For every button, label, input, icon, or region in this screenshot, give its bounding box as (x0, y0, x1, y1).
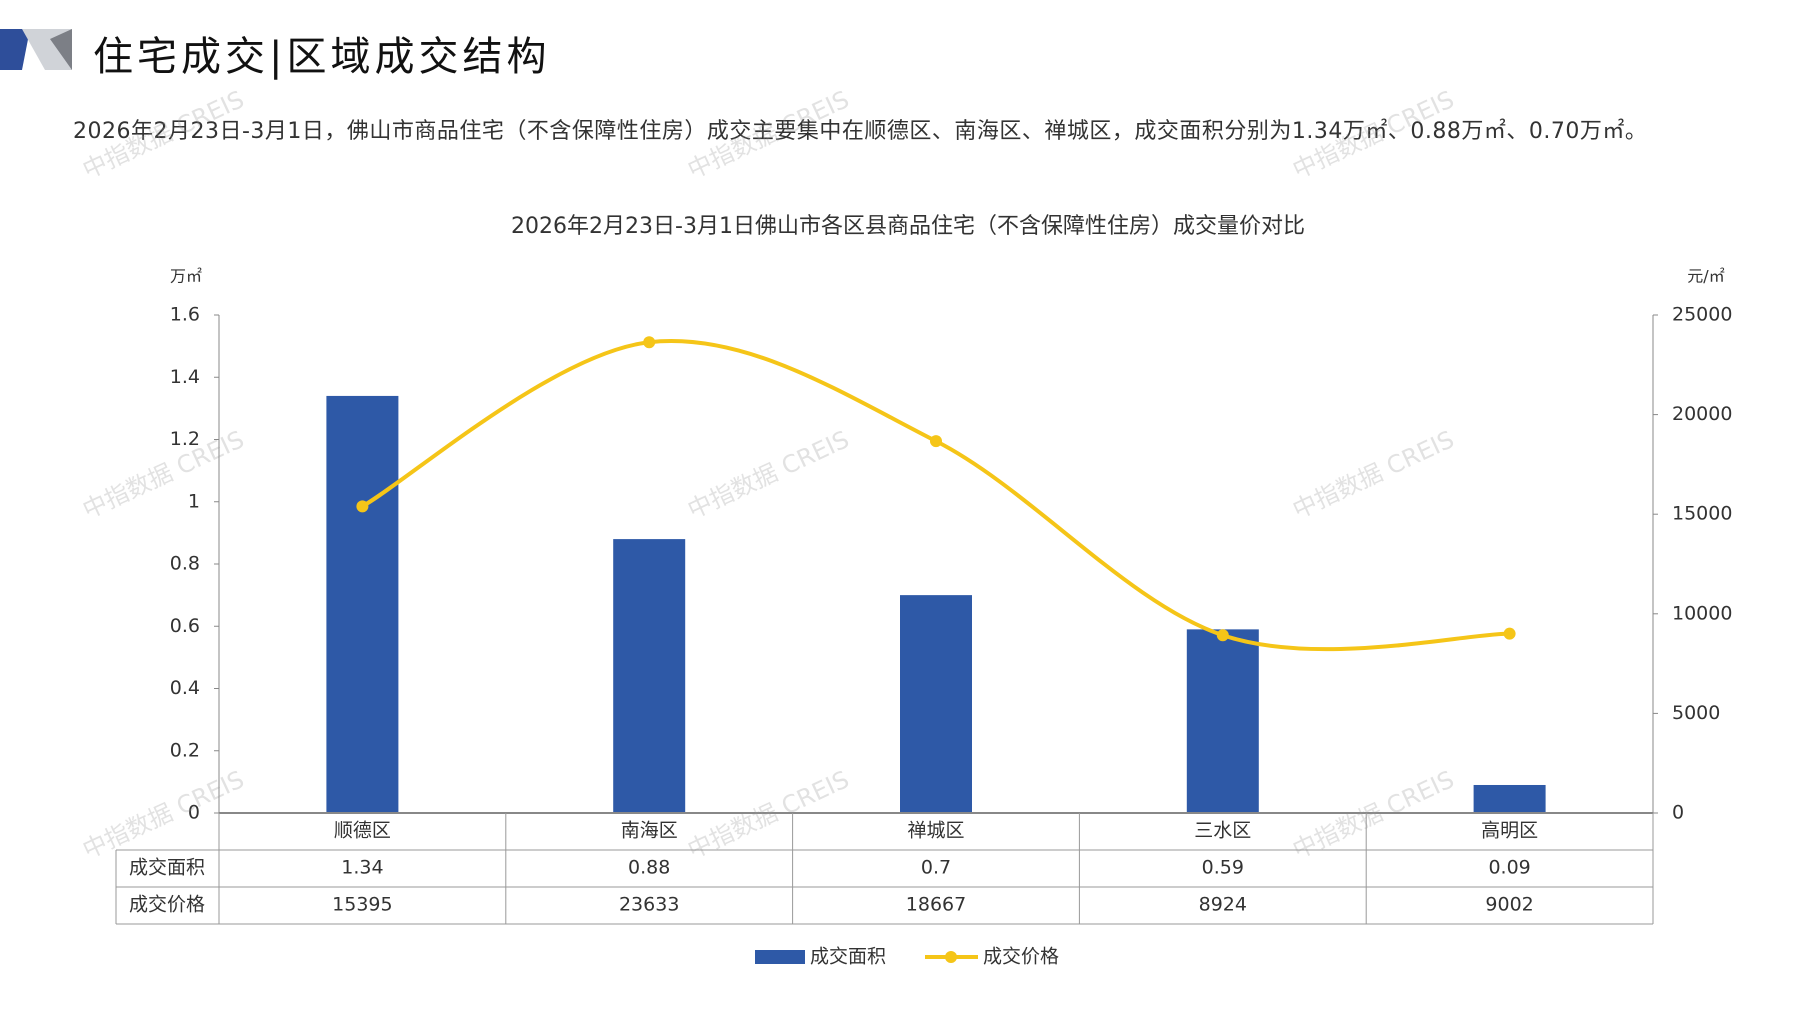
right-axis-label: 元/㎡ (1687, 267, 1724, 286)
chart-title: 2026年2月23日-3月1日佛山市各区县商品住宅（不含保障性住房）成交量价对比 (511, 214, 1305, 239)
price-point-南海区 (643, 336, 656, 349)
table-cell-price: 9002 (1485, 894, 1533, 916)
category-label: 南海区 (621, 820, 678, 842)
category-label: 禅城区 (907, 820, 964, 842)
legend-label-area: 成交面积 (810, 946, 886, 968)
right-tick-label: 10000 (1672, 602, 1732, 624)
left-tick-label: 1.6 (170, 304, 200, 326)
table-cell-area: 1.34 (341, 857, 383, 879)
table-cell-area: 0.09 (1488, 857, 1530, 879)
bar-禅城区 (900, 595, 972, 813)
table-cell-price: 15395 (332, 894, 392, 916)
legend-label-price: 成交价格 (983, 946, 1059, 968)
table-row-header: 成交价格 (129, 894, 205, 916)
left-axis-label: 万㎡ (170, 267, 202, 286)
bar-南海区 (613, 539, 686, 813)
left-tick-label: 0.8 (170, 553, 200, 575)
legend-swatch-area (755, 950, 805, 964)
left-tick-label: 1.2 (170, 428, 200, 450)
left-tick-label: 0.6 (170, 615, 200, 637)
legend-marker-price (945, 951, 957, 963)
category-label: 顺德区 (334, 820, 391, 842)
left-tick-label: 1.4 (170, 366, 200, 388)
right-tick-label: 25000 (1672, 304, 1732, 326)
price-point-禅城区 (930, 435, 942, 448)
bar-顺德区 (326, 395, 399, 813)
right-tick-label: 5000 (1672, 702, 1720, 724)
table-row-header: 成交面积 (129, 857, 205, 879)
left-tick-label: 0.4 (170, 677, 200, 699)
bar-三水区 (1186, 629, 1259, 813)
price-point-高明区 (1503, 627, 1516, 640)
category-label: 高明区 (1481, 820, 1538, 842)
table-cell-price: 23633 (619, 894, 679, 916)
page-title: 住宅成交|区域成交结构 (93, 34, 551, 80)
right-tick-label: 15000 (1672, 503, 1732, 525)
table-cell-price: 8924 (1199, 894, 1247, 916)
table-cell-area: 0.59 (1202, 857, 1244, 879)
summary-text: 2026年2月23日-3月1日，佛山市商品住宅（不含保障性住房）成交主要集中在顺… (73, 119, 1648, 144)
right-tick-label: 20000 (1672, 403, 1732, 425)
header-logo-icon (0, 29, 72, 70)
category-label: 三水区 (1194, 820, 1251, 842)
table-cell-area: 0.88 (628, 857, 670, 879)
left-tick-label: 0.2 (170, 739, 200, 761)
left-tick-label: 0 (188, 802, 200, 824)
bar-高明区 (1473, 784, 1546, 813)
price-point-顺德区 (356, 500, 369, 513)
left-tick-label: 1 (188, 490, 200, 512)
table-cell-area: 0.7 (921, 857, 951, 879)
price-point-三水区 (1216, 629, 1229, 642)
table-cell-price: 18667 (906, 894, 966, 916)
right-tick-label: 0 (1672, 802, 1684, 824)
